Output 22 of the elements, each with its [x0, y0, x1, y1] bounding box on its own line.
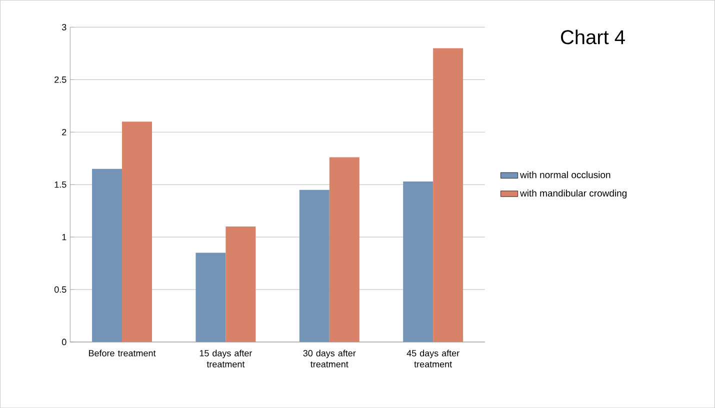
x-tick-label: 15 days after treatment — [200, 350, 252, 368]
bar — [403, 181, 434, 342]
y-tick-label: 2 — [62, 128, 66, 136]
y-tick-label: 1 — [62, 234, 66, 240]
legend-label: with mandibular crowding — [520, 190, 627, 198]
y-tick-label: 1.5 — [54, 181, 66, 188]
bar — [226, 226, 256, 342]
x-tick-label: Before treatment — [89, 350, 156, 356]
y-tick-label: 2.5 — [54, 76, 66, 83]
bar — [196, 252, 226, 342]
text: Chart 4 — [561, 30, 625, 44]
legend-label: with normal occlusion — [520, 171, 610, 178]
y-tick-label: 0 — [62, 338, 66, 346]
y-tick-label: 0.5 — [54, 286, 66, 293]
bar — [92, 168, 122, 342]
bar — [122, 122, 152, 342]
x-tick-label: 30 days after treatment — [303, 350, 356, 368]
bar — [299, 190, 330, 342]
x-tick-label: 45 days after treatment — [406, 350, 460, 368]
y-tick-label: 3 — [62, 24, 66, 30]
bar — [433, 48, 464, 342]
bar — [329, 157, 360, 342]
